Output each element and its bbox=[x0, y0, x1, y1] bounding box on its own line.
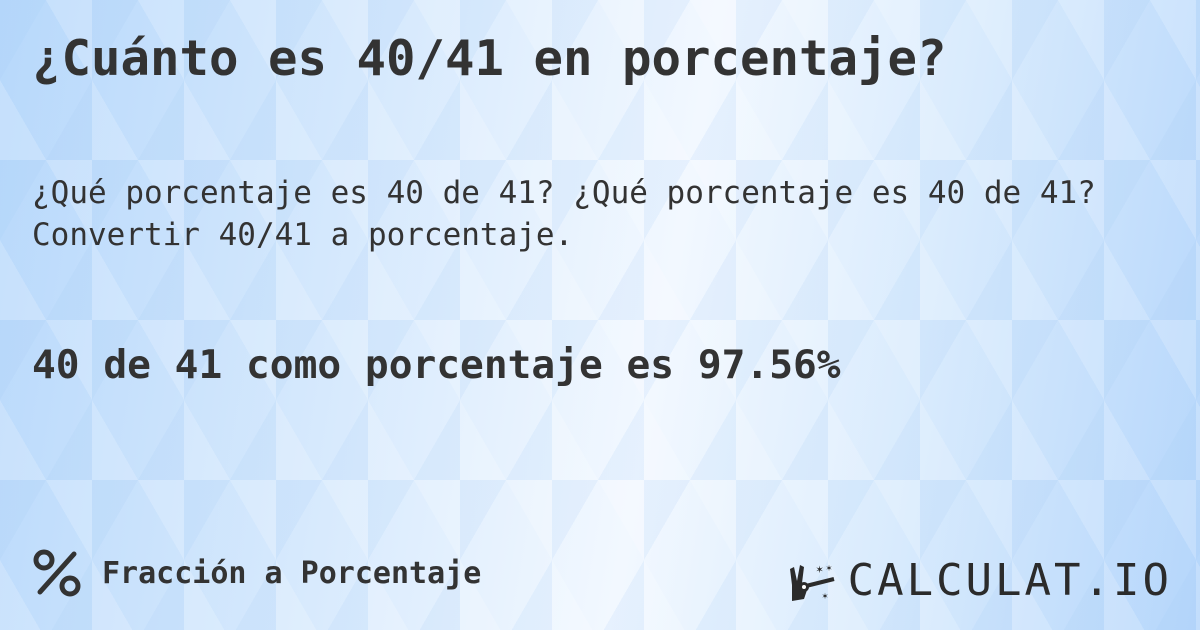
svg-text:✶: ✶ bbox=[816, 562, 823, 576]
page-title: ¿Cuánto es 40/41 en porcentaje? bbox=[32, 30, 947, 87]
result-text: 40 de 41 como porcentaje es 97.56% bbox=[32, 342, 841, 388]
subtitle-line-1: ¿Qué porcentaje es 40 de 41? ¿Qué porcen… bbox=[32, 175, 1096, 211]
category-link[interactable]: Fracción a Porcentaje bbox=[32, 548, 481, 598]
calculat-logo[interactable]: ✶ ✶ ✶ CALCULAT.IO bbox=[788, 555, 1172, 606]
svg-text:✶: ✶ bbox=[826, 563, 832, 574]
magic-hand-wand-icon: ✶ ✶ ✶ bbox=[789, 562, 835, 602]
category-label: Fracción a Porcentaje bbox=[102, 555, 482, 591]
svg-text:✶: ✶ bbox=[822, 591, 828, 602]
percent-icon bbox=[33, 549, 81, 597]
logo-text: CALCULAT.IO bbox=[847, 555, 1172, 606]
subtitle: ¿Qué porcentaje es 40 de 41? ¿Qué porcen… bbox=[32, 172, 1096, 256]
subtitle-line-2: Convertir 40/41 a porcentaje. bbox=[32, 217, 574, 253]
